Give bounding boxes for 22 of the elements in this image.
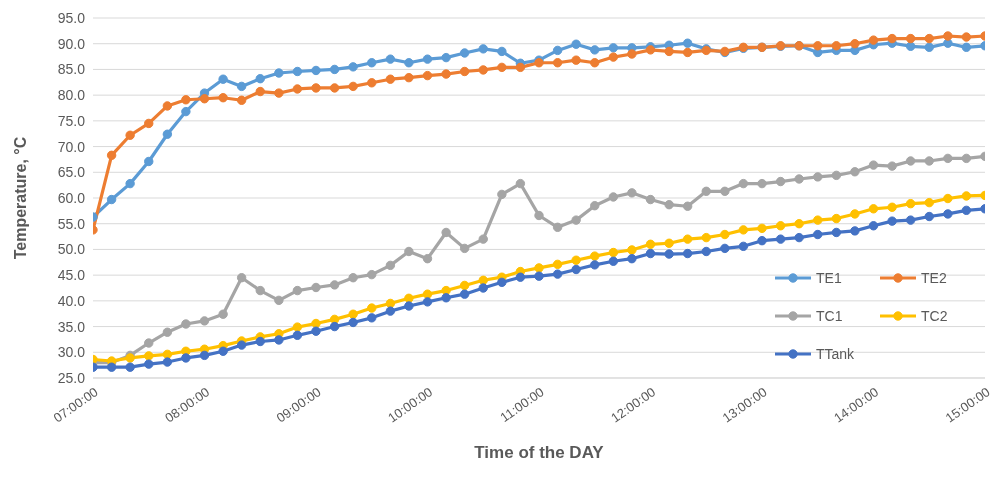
legend-label: TTank — [816, 346, 855, 362]
y-tick-label: 60.0 — [57, 189, 86, 206]
y-tick-label: 35.0 — [57, 318, 86, 335]
y-tick-label: 85.0 — [57, 61, 86, 78]
legend-label: TC1 — [816, 308, 843, 324]
y-axis-title: Temperature, °C — [11, 136, 29, 260]
y-tick-label: 65.0 — [57, 164, 86, 181]
legend-label: TC2 — [921, 308, 948, 324]
y-tick-label: 55.0 — [57, 215, 86, 232]
y-tick-label: 25.0 — [57, 369, 86, 386]
y-tick-label: 70.0 — [57, 138, 86, 155]
y-tick-label: 95.0 — [57, 9, 86, 26]
y-tick-label: 45.0 — [57, 267, 86, 284]
y-tick-label: 90.0 — [57, 35, 86, 52]
legend-label: TE1 — [816, 270, 842, 286]
x-axis-title: Time of the DAY — [474, 443, 605, 462]
y-tick-label: 50.0 — [57, 241, 86, 258]
y-tick-label: 80.0 — [57, 87, 86, 104]
y-tick-label: 30.0 — [57, 344, 86, 361]
y-tick-label: 75.0 — [57, 112, 86, 129]
y-tick-label: 40.0 — [57, 292, 86, 309]
legend-label: TE2 — [921, 270, 947, 286]
